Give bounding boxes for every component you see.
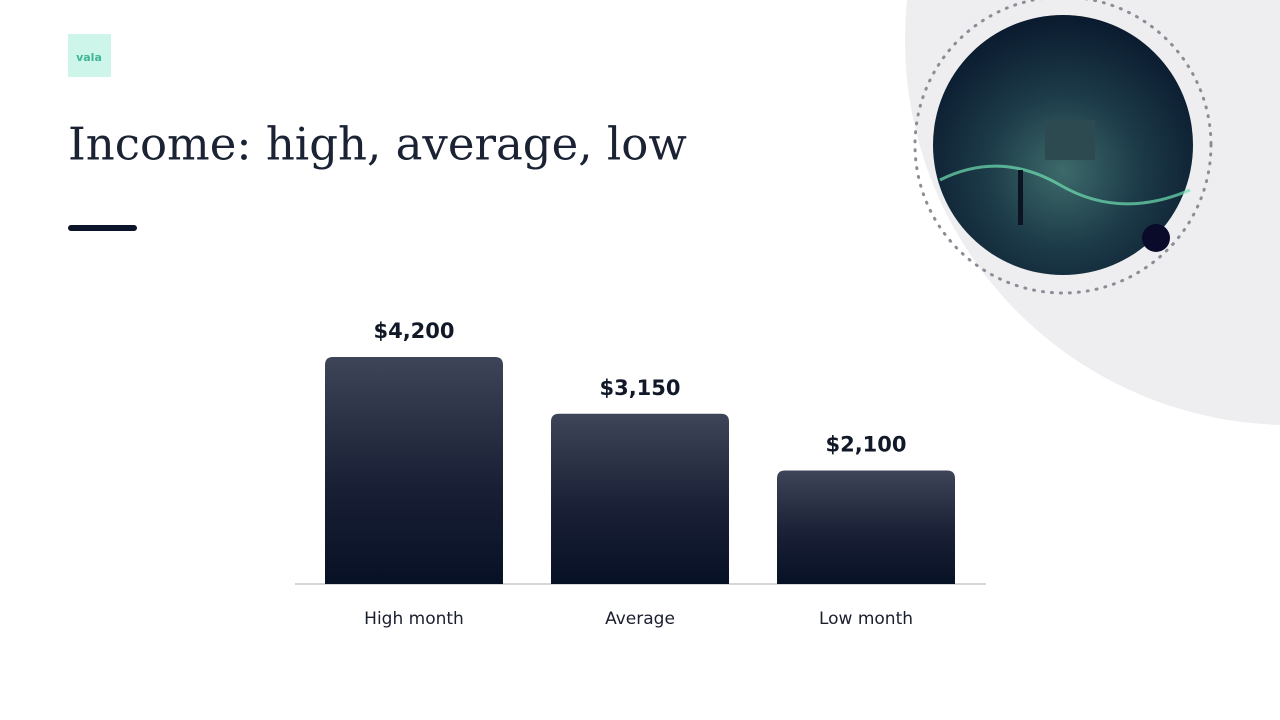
- chart-title: Income: high, average, low: [68, 118, 687, 171]
- bar: [325, 357, 503, 584]
- data-label: $4,200: [373, 319, 454, 343]
- x-tick-label: Average: [605, 609, 675, 629]
- logo-box: [68, 34, 111, 77]
- illustration-glow: [939, 164, 1191, 206]
- data-label: $2,100: [825, 433, 906, 457]
- bar: [551, 413, 729, 584]
- bar: [777, 470, 955, 584]
- title-underline: [68, 225, 137, 231]
- dotted-ring: [913, 0, 1213, 295]
- illustration-figure: [1018, 170, 1023, 225]
- decor-dot: [1142, 224, 1170, 252]
- logo: vala: [76, 51, 102, 64]
- x-tick-label: Low month: [819, 609, 913, 629]
- illustration-house: [1045, 120, 1095, 160]
- x-tick-label: High month: [364, 609, 464, 629]
- data-label: $3,150: [599, 376, 680, 400]
